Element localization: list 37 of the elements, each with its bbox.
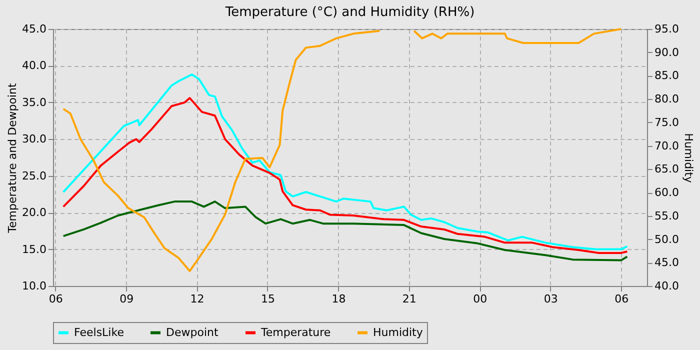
y2-tick-label: 85.0 (654, 69, 679, 82)
x-tick-label: 18 (332, 292, 346, 306)
y-tick-label: 30.0 (22, 132, 46, 146)
x-tick-label: 15 (261, 292, 275, 306)
chart-title: Temperature (°C) and Humidity (RH%) (224, 5, 475, 20)
y2-tick-label: 90.0 (654, 46, 679, 59)
legend-label: Dewpoint (166, 326, 219, 339)
legend-label: Temperature (260, 326, 331, 339)
y-tick-label: 10.0 (22, 280, 46, 292)
x-tick-label: 12 (190, 292, 204, 306)
y-tick-label: 45.0 (22, 22, 46, 36)
y2-tick-label: 50.0 (654, 232, 679, 246)
x-tick-label: 21 (402, 292, 416, 306)
y-tick-label: 40.0 (22, 59, 46, 72)
line-series (62, 200, 628, 262)
x-tick-label: 06 (614, 292, 629, 306)
y2-tick-label: 40.0 (654, 280, 679, 292)
legend-label: Humidity (373, 326, 424, 339)
y2-tick-label: 80.0 (654, 92, 679, 106)
x-tick-label: 09 (120, 292, 134, 306)
y-tick-label: 20.0 (22, 206, 46, 220)
x-tick-label: 00 (473, 292, 488, 306)
y2-tick-label: 70.0 (654, 139, 679, 152)
y-tick-label: 25.0 (22, 169, 46, 182)
y2-tick-label: 60.0 (654, 186, 679, 200)
y-tick-label: 15.0 (22, 242, 46, 256)
y2-tick-label: 75.0 (654, 116, 679, 129)
y2-axis-title: Humidity (682, 133, 695, 184)
y-axis-title: Temperature and Dewpoint (6, 82, 20, 234)
y2-tick-label: 45.0 (654, 256, 679, 270)
legend-label: FeelsLike (74, 326, 124, 339)
x-tick-label: 03 (544, 292, 558, 306)
y-tick-label: 35.0 (22, 96, 46, 109)
y2-tick-label: 65.0 (654, 162, 679, 176)
y2-tick-label: 95.0 (654, 22, 679, 36)
y2-tick-label: 55.0 (654, 209, 679, 222)
x-tick-label: 06 (48, 292, 63, 306)
